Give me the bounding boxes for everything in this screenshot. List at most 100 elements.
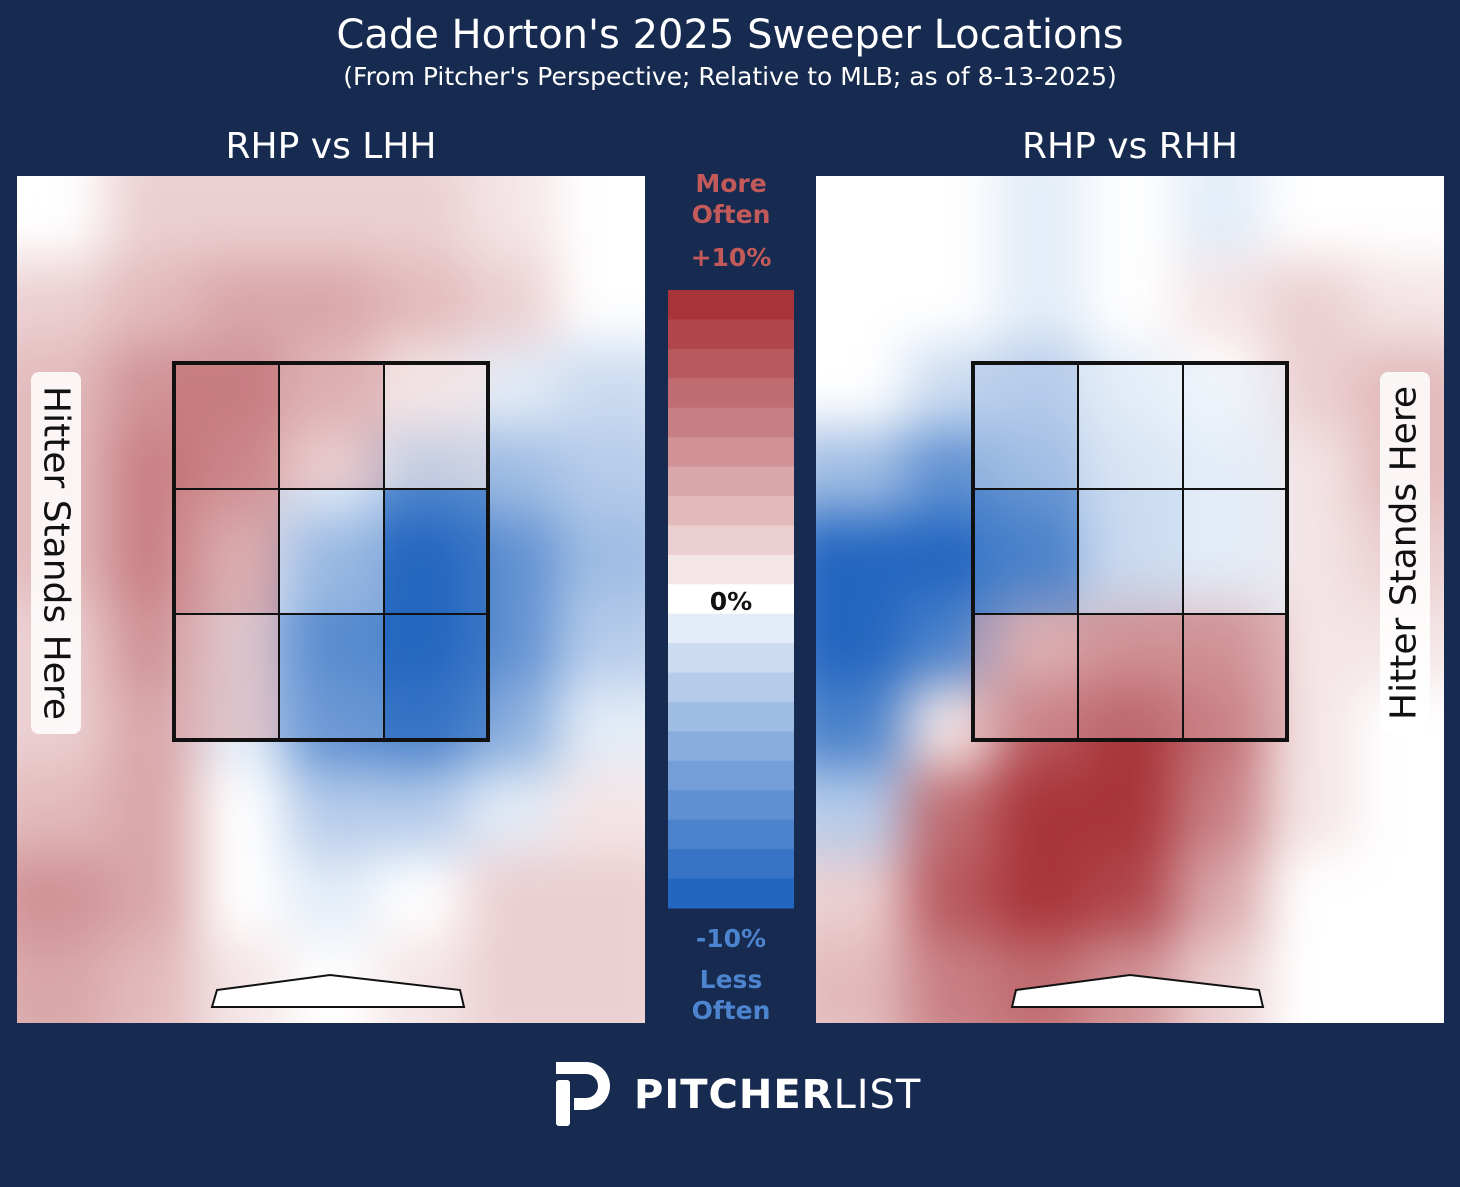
colorbar-step <box>668 731 794 762</box>
heatmap-cell <box>375 938 467 1023</box>
zone-cell <box>174 363 279 489</box>
heatmap-cell <box>1354 176 1444 262</box>
colorbar-step <box>668 348 794 379</box>
heatmap-cell <box>1085 176 1176 262</box>
heatmap-cell <box>555 853 645 940</box>
heatmap-cell <box>905 768 997 855</box>
heatmap-cell <box>17 260 108 347</box>
panel-title-rhh: RHP vs RHH <box>1022 126 1238 167</box>
heatmap-panel-lhh <box>17 176 645 1023</box>
heatmap-cell <box>286 853 377 940</box>
heatmap-cell <box>1354 260 1444 347</box>
heatmap-cell <box>465 260 557 347</box>
heatmap-cell <box>106 768 198 855</box>
heatmap-cell <box>1354 768 1444 855</box>
zone-cells-rhh <box>973 363 1287 740</box>
heatmap-cell <box>816 853 907 940</box>
colorbar-step <box>668 643 794 674</box>
heatmap-cell <box>1085 853 1176 940</box>
heatmap-cell <box>375 260 467 347</box>
heatmap-cell <box>1354 938 1444 1023</box>
heatmap-cell <box>995 853 1087 940</box>
side-label-box-lhh <box>31 372 81 734</box>
logo-text-light: LIST <box>833 1072 922 1118</box>
heatmap-cell <box>286 176 377 262</box>
zone-cell <box>1182 488 1287 615</box>
colorbar-step <box>668 584 794 615</box>
heatmap-cell <box>905 176 997 262</box>
heatmap-cell <box>816 684 907 770</box>
colorbar-step <box>668 878 794 909</box>
colorbar-step <box>668 790 794 821</box>
zone-cell <box>973 488 1078 615</box>
colorbar-step <box>668 378 794 409</box>
heatmap-cell <box>1264 176 1356 262</box>
zone-cell <box>174 614 279 740</box>
heatmap-cell <box>555 176 645 262</box>
heatmap-cell <box>1264 260 1356 347</box>
panel-title-lhh: RHP vs LHH <box>225 126 437 167</box>
heatmap-cell <box>995 176 1087 262</box>
heatmap-cell <box>555 938 645 1023</box>
colorbar-step <box>668 496 794 526</box>
heatmap-cell <box>196 176 288 262</box>
side-label-rhh: Hitter Stands Here <box>1384 386 1425 720</box>
logo-text-bold: PITCHER <box>634 1072 834 1118</box>
heatmap-cell <box>1085 768 1176 855</box>
zone-cell <box>278 363 384 489</box>
colorbar <box>668 290 794 909</box>
heatmap-cell <box>816 345 907 432</box>
heatmap-cell <box>816 260 907 347</box>
heatmap-cell <box>1264 768 1356 855</box>
pitcherlist-logo: PITCHERLIST <box>552 1058 920 1128</box>
heatmap-cell <box>816 430 907 516</box>
heatmap-cell <box>375 853 467 940</box>
heatmap-cell <box>816 938 907 1023</box>
colorbar-step <box>668 702 794 732</box>
colorbar-more-label: More Often <box>691 169 771 229</box>
heatmap-cell <box>1174 176 1266 262</box>
heatmap-cell <box>905 260 997 347</box>
heatmap-cell <box>1174 853 1266 940</box>
strike-zone-lhh <box>172 361 490 742</box>
heatmap-cell <box>555 260 645 347</box>
pitcherlist-p-icon <box>556 1062 610 1126</box>
heatmap-cell <box>816 599 907 686</box>
zone-cell <box>1077 488 1183 615</box>
heatmap-cell <box>465 176 557 262</box>
zone-cell <box>278 614 384 740</box>
zone-cell <box>973 363 1078 489</box>
heatmap-cell <box>555 684 645 770</box>
zone-cell <box>383 488 488 615</box>
heatmap-cell <box>995 768 1087 855</box>
heatmap-cell <box>286 768 377 855</box>
zone-cell <box>1182 363 1287 489</box>
heatmap-cell <box>465 853 557 940</box>
heatmap-cell <box>1174 260 1266 347</box>
colorbar-zero-tick: 0% <box>709 587 753 616</box>
heatmap-cell <box>106 853 198 940</box>
colorbar-step <box>668 466 794 497</box>
heatmap-cell <box>17 768 108 855</box>
heatmap-cell <box>905 853 997 940</box>
heatmap-cell <box>816 768 907 855</box>
heatmap-cell <box>17 853 108 940</box>
heatmap-cell <box>905 938 997 1023</box>
zone-cell <box>1182 614 1287 740</box>
zone-cell <box>1077 363 1183 489</box>
heatmap-cell <box>555 514 645 601</box>
heatmap-cell <box>375 176 467 262</box>
colorbar-step <box>668 290 794 320</box>
heatmap-cell <box>1264 938 1356 1023</box>
chart-title: Cade Horton's 2025 Sweeper Locations <box>336 12 1124 58</box>
heatmap-cell <box>995 260 1087 347</box>
heatmap-cell <box>816 176 907 262</box>
heatmap-cell <box>17 176 108 262</box>
colorbar-step <box>668 319 794 350</box>
heatmap-cell <box>555 599 645 686</box>
zone-cell <box>383 614 488 740</box>
zone-cell <box>383 363 488 489</box>
heatmap-cell <box>1354 853 1444 940</box>
colorbar-step <box>668 554 794 585</box>
